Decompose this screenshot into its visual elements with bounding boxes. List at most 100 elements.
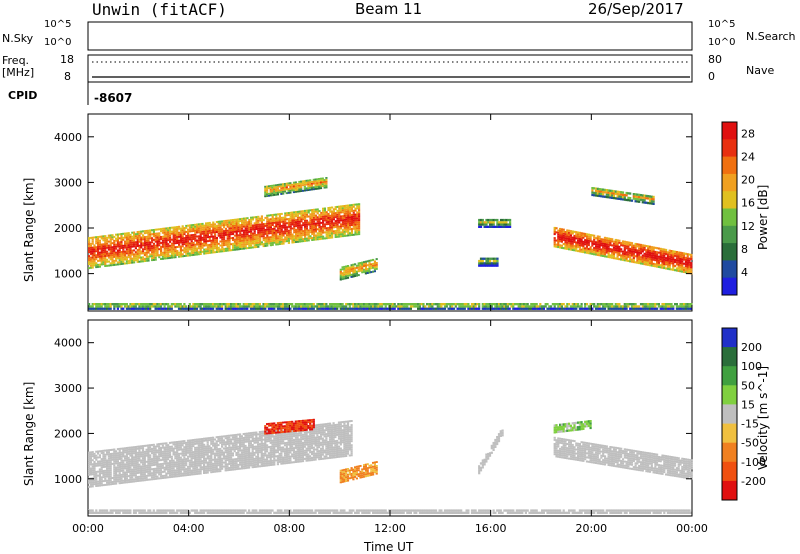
heatmap-cell xyxy=(684,256,687,259)
heatmap-cell xyxy=(278,307,281,310)
heatmap-cell xyxy=(510,303,513,306)
heatmap-cell xyxy=(244,247,247,250)
heatmap-cell xyxy=(332,208,335,211)
heatmap-cell xyxy=(111,264,114,267)
heatmap-cell xyxy=(188,234,191,237)
heatmap-cell xyxy=(192,238,195,240)
heatmap-cell xyxy=(302,212,305,215)
heatmap-cell xyxy=(343,228,346,231)
heatmap-cell xyxy=(553,243,556,246)
heatmap-cell xyxy=(98,243,101,246)
heatmap-cell xyxy=(131,458,134,461)
heatmap-cell xyxy=(312,188,315,191)
heatmap-cell xyxy=(273,237,276,240)
heatmap-cell xyxy=(661,303,664,306)
heatmap-cell xyxy=(318,226,321,229)
heatmap-cell xyxy=(174,226,177,229)
heatmap-cell xyxy=(275,186,278,189)
heatmap-cell xyxy=(445,305,448,308)
heatmap-cell xyxy=(674,265,677,268)
heatmap-cell xyxy=(302,216,305,219)
heatmap-cell xyxy=(141,457,145,460)
heatmap-cell xyxy=(319,187,323,190)
heatmap-cell xyxy=(345,224,348,227)
heatmap-cell xyxy=(334,222,337,225)
heatmap-cell xyxy=(598,192,601,195)
heatmap-cell xyxy=(134,305,137,308)
heatmap-cell xyxy=(159,477,163,480)
heatmap-cell xyxy=(598,307,601,310)
heatmap-cell xyxy=(228,219,231,222)
heatmap-cell xyxy=(149,468,152,471)
heatmap-cell xyxy=(611,196,614,199)
heatmap-cell xyxy=(174,455,177,458)
heatmap-cell xyxy=(301,182,305,185)
heatmap-cell xyxy=(168,307,172,310)
heatmap-cell xyxy=(172,256,175,259)
heatmap-cell xyxy=(232,223,235,225)
heatmap-cell xyxy=(440,303,443,306)
heatmap-cell xyxy=(239,232,242,235)
heatmap-cell xyxy=(262,219,265,222)
heatmap-cell xyxy=(88,451,91,454)
heatmap-cell xyxy=(214,247,217,250)
heatmap-cell xyxy=(158,459,161,462)
heatmap-cell xyxy=(496,221,499,224)
heatmap-cell xyxy=(620,195,623,198)
heatmap-cell xyxy=(300,228,303,231)
heatmap-cell xyxy=(488,307,492,310)
heatmap-cell xyxy=(136,459,139,462)
heatmap-cell xyxy=(129,239,132,242)
heatmap-cell xyxy=(255,244,258,246)
heatmap-cell xyxy=(167,448,170,451)
heatmap-cell xyxy=(420,307,423,310)
heatmap-cell xyxy=(683,268,686,271)
heatmap-cell xyxy=(675,267,678,270)
heatmap-cell xyxy=(352,225,355,228)
heatmap-cell xyxy=(429,307,432,310)
heatmap-cell xyxy=(282,238,285,241)
heatmap-cell xyxy=(147,454,150,457)
heatmap-cell xyxy=(332,212,335,215)
heatmap-cell xyxy=(287,182,290,185)
heatmap-cell xyxy=(147,458,150,461)
heatmap-cell xyxy=(159,459,163,462)
heatmap-cell xyxy=(118,247,121,250)
heatmap-cell xyxy=(118,241,121,244)
heatmap-cell xyxy=(568,237,571,240)
heatmap-cell xyxy=(634,249,637,252)
heatmap-cell xyxy=(178,231,181,234)
heatmap-cell xyxy=(210,223,213,226)
heatmap-cell xyxy=(154,305,157,308)
heatmap-cell xyxy=(93,483,96,486)
heatmap-cell xyxy=(208,239,211,242)
heatmap-cell xyxy=(221,222,224,225)
heatmap-cell xyxy=(118,464,121,466)
heatmap-cell xyxy=(304,209,307,212)
heatmap-cell xyxy=(309,181,312,184)
heatmap-cell xyxy=(616,257,619,260)
heatmap-cell xyxy=(262,243,265,246)
heatmap-cell xyxy=(159,473,163,476)
heatmap-cell xyxy=(133,237,136,240)
heatmap-cell xyxy=(116,249,119,252)
heatmap-cell xyxy=(314,188,317,190)
heatmap-cell xyxy=(264,240,267,243)
heatmap-cell xyxy=(152,464,155,466)
heatmap-cell xyxy=(347,224,350,227)
heatmap-cell xyxy=(372,258,375,261)
heatmap-cell xyxy=(638,243,641,246)
heatmap-cell xyxy=(341,205,344,208)
heatmap-cell xyxy=(107,451,110,454)
heatmap-cell xyxy=(179,247,182,250)
heatmap-cell xyxy=(203,250,206,253)
heatmap-cell xyxy=(217,234,220,237)
heatmap-cell xyxy=(201,307,204,310)
heatmap-cell xyxy=(145,307,148,310)
heatmap-cell xyxy=(292,183,296,186)
heatmap-cell xyxy=(616,303,619,306)
heatmap-cell xyxy=(296,307,299,310)
heatmap-cell xyxy=(496,223,499,226)
heatmap-cell xyxy=(287,239,290,242)
heatmap-cell xyxy=(221,242,224,245)
